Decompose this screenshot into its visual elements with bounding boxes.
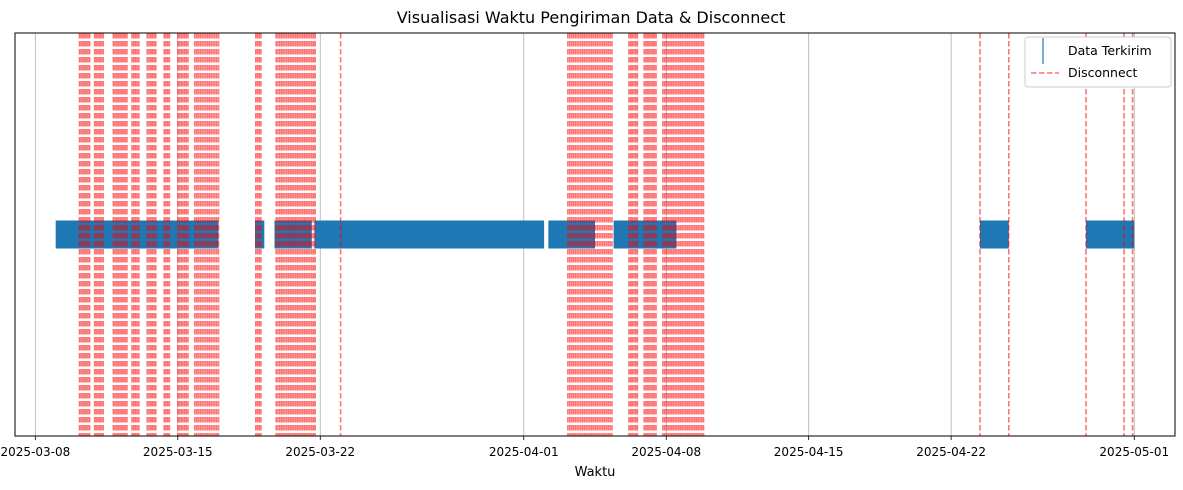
- data-sent-block: [1085, 220, 1135, 249]
- legend: Data Terkirim Disconnect: [1024, 36, 1172, 88]
- legend-frame: [1024, 36, 1172, 88]
- x-axis-label: Waktu: [575, 465, 616, 480]
- disconnect-series: [78, 33, 1134, 436]
- plot-frame: [14, 32, 1176, 437]
- legend-data-label: Data Terkirim: [1068, 43, 1152, 58]
- legend-disconnect-label: Disconnect: [1068, 65, 1138, 80]
- chart-title: Visualisasi Waktu Pengiriman Data & Disc…: [397, 8, 786, 27]
- x-tick-label: 2025-03-08: [0, 445, 70, 459]
- x-axis: 2025-03-08 2025-03-15 2025-03-22 2025-04-01…: [0, 436, 1169, 459]
- x-tick-label: 2025-04-22: [916, 445, 986, 459]
- x-tick-label: 2025-04-15: [774, 445, 844, 459]
- data-sent-block: [979, 220, 1009, 249]
- x-tick-label: 2025-05-01: [1099, 445, 1169, 459]
- x-tick-label: 2025-04-08: [631, 445, 701, 459]
- x-tick-label: 2025-04-01: [489, 445, 559, 459]
- data-sent-block: [314, 220, 545, 249]
- x-tick-label: 2025-03-15: [143, 445, 213, 459]
- data-sent-block: [274, 220, 312, 249]
- x-tick-label: 2025-03-22: [285, 445, 355, 459]
